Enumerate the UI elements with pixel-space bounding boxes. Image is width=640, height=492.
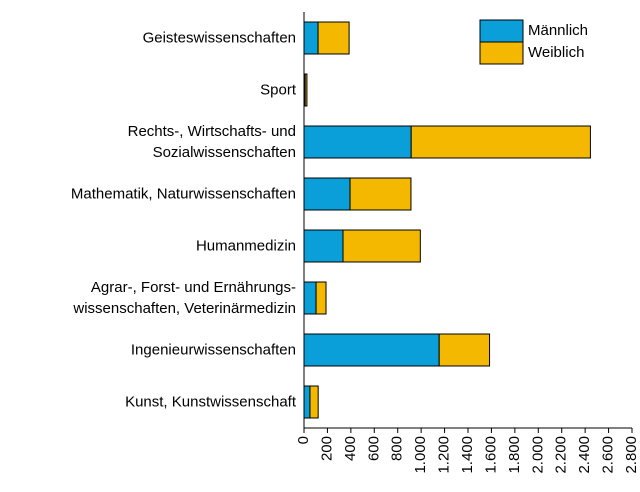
y-tick-label: Ingenieurwissenschaften [130,341,296,359]
y-tick-label: Kunst, Kunstwissenschaft [125,393,296,411]
x-tick-label: 1.400 [459,436,476,474]
bar [317,21,350,55]
x-tick-label: 1.600 [482,436,499,474]
bar [303,229,344,263]
bar [349,177,412,211]
x-tick-label: 800 [389,436,406,461]
bar [315,281,327,315]
x-tick-label: 2.000 [529,436,546,474]
x-tick-label: 2.800 [623,436,640,474]
bar [303,125,412,159]
bar [303,385,311,419]
x-tick-label: 1.800 [506,436,523,474]
y-tick-label: Sport [260,81,296,99]
x-tick-label: 0 [295,436,312,444]
legend-swatch [479,19,524,43]
y-tick-label: Mathematik, Naturwissenschaften [70,185,296,203]
y-tick-label: Rechts-, Wirtschafts- und Sozialwissensc… [127,123,296,161]
x-tick-label: 400 [342,436,359,461]
bar [303,333,440,367]
bar [438,333,491,367]
x-tick-label: 600 [365,436,382,461]
bar [309,385,319,419]
x-tick-label: 2.400 [576,436,593,474]
x-tick-label: 200 [318,436,335,461]
bar [304,73,308,107]
y-tick-label: Agrar-, Forst- und Ernährungs- wissensch… [73,279,296,317]
x-tick-label: 2.200 [553,436,570,474]
x-tick-label: 2.600 [600,436,617,474]
bar [303,21,319,55]
legend-label: Männlich [528,22,588,39]
legend-label: Weiblich [528,44,584,61]
bar [342,229,421,263]
bar [303,281,317,315]
legend-swatch [479,41,524,65]
y-tick-label: Geisteswissenschaften [142,29,296,47]
bar [303,177,351,211]
bar [410,125,591,159]
x-tick-label: 1.000 [412,436,429,474]
x-tick-label: 1.200 [436,436,453,474]
y-tick-label: Humanmedizin [195,237,296,255]
